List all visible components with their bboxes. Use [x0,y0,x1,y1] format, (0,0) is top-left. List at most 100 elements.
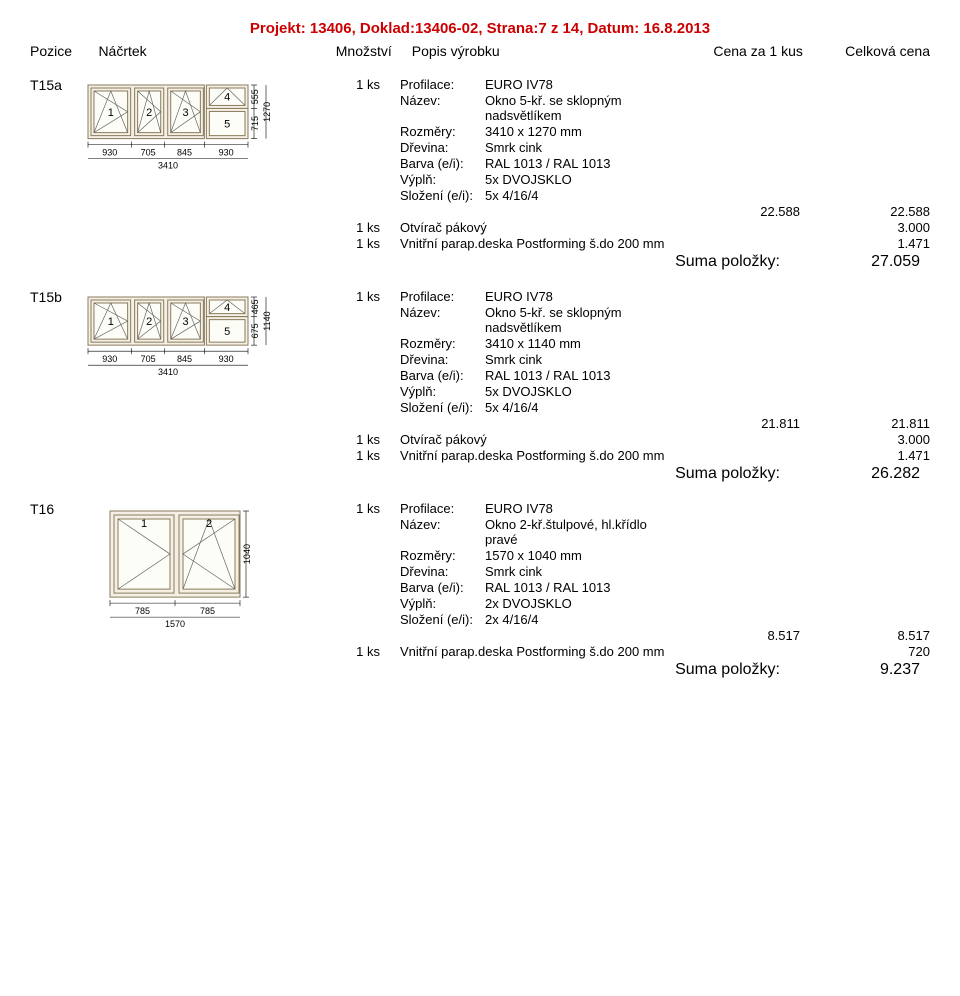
header-nacrtek: Náčrtek [98,43,303,59]
header-pozice: Pozice [30,43,98,59]
spec-line: Barva (e/i):RAL 1013 / RAL 1013 [290,368,930,383]
spec-desc: Dřevina:Smrk cink [380,352,670,367]
price-total [800,596,930,611]
spec-desc: Profilace:EURO IV78 [380,501,670,516]
svg-text:785: 785 [135,606,150,616]
price-total [800,156,930,171]
spec-line: Složení (e/i):5x 4/16/4 [290,188,930,203]
price-unit [670,124,800,139]
qty-cell: 1 ks [290,644,380,659]
svg-text:2: 2 [146,316,152,328]
svg-text:1: 1 [141,518,147,530]
price-total: 21.811 [800,416,930,431]
price-unit [670,564,800,579]
spec-value: 1570 x 1040 mm [485,548,670,563]
qty-cell [290,564,380,579]
spec-desc: Název:Okno 5-kř. se sklopným nadsvětlíke… [380,305,670,335]
svg-text:3410: 3410 [158,161,178,171]
spec-line: Složení (e/i):5x 4/16/4 [290,400,930,415]
svg-text:465: 465 [250,299,260,314]
spec-label: Rozměry: [400,336,485,351]
spec-value: 5x 4/16/4 [485,400,670,415]
spec-label: Výplň: [400,384,485,399]
price-unit [670,548,800,563]
svg-text:2: 2 [146,107,152,119]
spec-line: Rozměry:1570 x 1040 mm [290,548,930,563]
qty-cell [290,336,380,351]
price-unit [670,220,800,235]
pozice-label: T15b [30,289,80,483]
price-unit [670,188,800,203]
qty-cell [290,400,380,415]
spec-line: 1 ksProfilace:EURO IV78 [290,289,930,304]
svg-text:4: 4 [224,302,230,314]
svg-text:3: 3 [182,316,188,328]
price-unit [670,236,800,251]
price-unit [670,289,800,304]
spec-value: 2x DVOJSKLO [485,596,670,611]
item-row: T1612785785157010401 ksProfilace:EURO IV… [30,501,930,679]
sum-row: Suma položky:9.237 [290,661,930,679]
header-cenacelk: Celková cena [803,43,930,59]
spec-desc: Rozměry:3410 x 1140 mm [380,336,670,351]
price-total [800,188,930,203]
svg-text:4: 4 [224,92,230,104]
svg-text:1040: 1040 [242,544,252,564]
header-cena1: Cena za 1 kus [676,43,803,59]
price-total [800,517,930,547]
sum-value: 9.237 [790,661,920,679]
spec-label: Název: [400,93,485,123]
svg-text:705: 705 [141,354,156,364]
spec-value: Okno 2-kř.štulpové, hl.křídlo pravé [485,517,670,547]
spec-line: Barva (e/i):RAL 1013 / RAL 1013 [290,580,930,595]
price-unit: 8.517 [670,628,800,643]
spec-value: 5x DVOJSKLO [485,384,670,399]
desc-cell: Vnitřní parap.deska Postforming š.do 200… [380,644,670,659]
spec-label: Barva (e/i): [400,156,485,171]
qty-cell [290,305,380,335]
extra-line: 1 ksVnitřní parap.deska Postforming š.do… [290,236,930,251]
sum-label: Suma položky: [290,253,790,271]
desc-cell: Vnitřní parap.deska Postforming š.do 200… [380,236,670,251]
spec-desc: Profilace:EURO IV78 [380,77,670,92]
svg-text:675: 675 [250,323,260,338]
pozice-label: T16 [30,501,80,679]
svg-text:785: 785 [200,606,215,616]
qty-cell: 1 ks [290,448,380,463]
spec-label: Rozměry: [400,124,485,139]
details-column: 1 ksProfilace:EURO IV78Název:Okno 5-kř. … [290,77,930,271]
spec-desc: Výplň:2x DVOJSKLO [380,596,670,611]
price-unit [670,352,800,367]
spec-line: Dřevina:Smrk cink [290,564,930,579]
spec-value: RAL 1013 / RAL 1013 [485,368,670,383]
svg-text:930: 930 [102,148,117,158]
svg-text:5: 5 [224,119,230,131]
spec-desc: Profilace:EURO IV78 [380,289,670,304]
qty-cell [290,93,380,123]
spec-desc: Rozměry:1570 x 1040 mm [380,548,670,563]
spec-value: Smrk cink [485,140,670,155]
spec-desc: Barva (e/i):RAL 1013 / RAL 1013 [380,368,670,383]
qty-cell [290,188,380,203]
qty-cell [290,124,380,139]
sketch: 1234593070584593034105557151270 [80,77,290,271]
sketch: 1234593070584593034104656751140 [80,289,290,483]
details-column: 1 ksProfilace:EURO IV78Název:Okno 2-kř.š… [290,501,930,679]
qty-cell [290,517,380,547]
spec-label: Profilace: [400,501,485,516]
svg-text:5: 5 [224,326,230,338]
qty-cell [290,352,380,367]
qty-cell: 1 ks [290,289,380,304]
price-total [800,352,930,367]
table-header: Pozice Náčrtek Množství Popis výrobku Ce… [30,43,930,59]
sum-value: 27.059 [790,253,920,271]
qty-cell [290,596,380,611]
spec-label: Dřevina: [400,140,485,155]
spec-line: 1 ksProfilace:EURO IV78 [290,77,930,92]
svg-text:930: 930 [102,354,117,364]
price-total [800,612,930,627]
price-line: 22.58822.588 [290,204,930,219]
spec-value: Smrk cink [485,564,670,579]
price-total [800,77,930,92]
qty-cell [290,548,380,563]
